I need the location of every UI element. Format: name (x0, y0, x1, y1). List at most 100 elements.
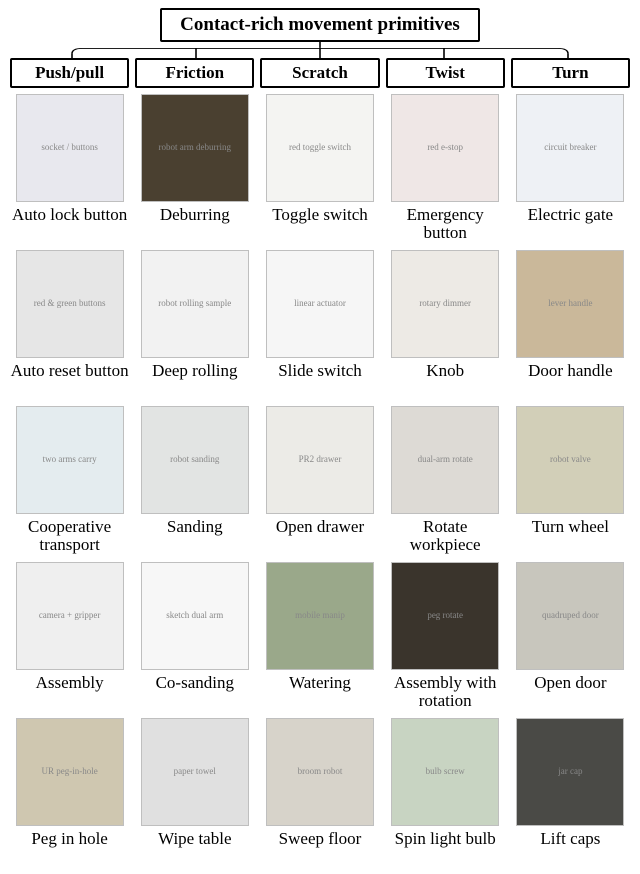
example-caption: Open drawer (276, 518, 364, 554)
root-title-box: Contact-rich movement primitives (160, 8, 480, 42)
example-thumb: robot valve (516, 406, 624, 514)
example-caption: Cooperative transport (10, 518, 129, 554)
example-cell: robot rolling sampleDeep rolling (135, 250, 254, 398)
example-caption: Peg in hole (31, 830, 108, 866)
example-cell: robot valve Turn wheel (511, 406, 630, 554)
thumb-placeholder-label: PR2 drawer (297, 453, 344, 467)
example-cell: camera + gripper Assembly (10, 562, 129, 710)
example-thumb: quadruped door (516, 562, 624, 670)
thumb-placeholder-label: dual-arm rotate (416, 453, 475, 467)
example-thumb: linear actuator (266, 250, 374, 358)
example-thumb: red & green buttons (16, 250, 124, 358)
example-caption: Electric gate (528, 206, 613, 242)
thumb-placeholder-label: robot rolling sample (156, 297, 233, 311)
example-caption: Toggle switch (272, 206, 368, 242)
figure-root: Contact-rich movement primitives Push/pu… (0, 0, 640, 874)
example-caption: Assembly (36, 674, 104, 710)
example-cell: red toggle switch Toggle switch (260, 94, 379, 242)
example-cell: bulb screw Spin light bulb (386, 718, 505, 866)
example-cell: quadruped door Open door (511, 562, 630, 710)
thumb-placeholder-label: lever handle (546, 297, 594, 311)
example-caption: Deburring (160, 206, 230, 242)
example-cell: rotary dimmer Knob (386, 250, 505, 398)
example-thumb: robot arm deburring (141, 94, 249, 202)
example-thumb: sketch dual arm (141, 562, 249, 670)
example-cell: sketch dual arm Co-sanding (135, 562, 254, 710)
thumb-placeholder-label: UR peg-in-hole (39, 765, 99, 779)
example-thumb: red e-stop (391, 94, 499, 202)
example-thumb: jar cap (516, 718, 624, 826)
example-thumb: two arms carry (16, 406, 124, 514)
example-cell: robot arm deburring Deburring (135, 94, 254, 242)
example-thumb: peg rotate (391, 562, 499, 670)
example-caption: Lift caps (540, 830, 600, 866)
example-cell: red & green buttons Auto reset button (10, 250, 129, 398)
example-caption: Assembly with rotation (386, 674, 505, 710)
thumb-placeholder-label: red e-stop (425, 141, 465, 155)
category-push-pull: Push/pull (10, 58, 129, 88)
example-caption: Auto lock button (12, 206, 127, 242)
example-caption: Sweep floor (279, 830, 362, 866)
thumb-placeholder-label: quadruped door (540, 609, 601, 623)
example-thumb: broom robot (266, 718, 374, 826)
thumb-placeholder-label: socket / buttons (39, 141, 100, 155)
example-caption: Turn wheel (532, 518, 609, 554)
thumb-placeholder-label: two arms carry (41, 453, 99, 467)
example-caption: Door handle (528, 362, 613, 398)
example-cell: peg rotate Assembly with rotation (386, 562, 505, 710)
thumb-placeholder-label: mobile manip (293, 609, 347, 623)
example-cell: broom robot Sweep floor (260, 718, 379, 866)
category-row: Push/pull Friction Scratch Twist Turn (10, 58, 630, 88)
example-caption: Watering (289, 674, 351, 710)
example-thumb: robot sanding (141, 406, 249, 514)
example-thumb: UR peg-in-hole (16, 718, 124, 826)
thumb-placeholder-label: red toggle switch (287, 141, 353, 155)
example-caption: Sanding (167, 518, 223, 554)
category-scratch: Scratch (260, 58, 379, 88)
thumb-placeholder-label: paper towel (172, 765, 218, 779)
example-thumb: PR2 drawer (266, 406, 374, 514)
category-twist: Twist (386, 58, 505, 88)
example-cell: socket / buttons Auto lock button (10, 94, 129, 242)
example-thumb: camera + gripper (16, 562, 124, 670)
example-thumb: circuit breaker (516, 94, 624, 202)
thumb-placeholder-label: peg rotate (425, 609, 465, 623)
example-cell: linear actuatorSlide switch (260, 250, 379, 398)
thumb-placeholder-label: rotary dimmer (417, 297, 473, 311)
thumb-placeholder-label: sketch dual arm (164, 609, 225, 623)
example-cell: red e-stop Emergency button (386, 94, 505, 242)
example-cell: circuit breaker Electric gate (511, 94, 630, 242)
example-cell: lever handle Door handle (511, 250, 630, 398)
thumb-placeholder-label: red & green buttons (32, 297, 108, 311)
connector-svg (10, 42, 630, 58)
thumb-placeholder-label: bulb screw (424, 765, 467, 779)
example-cell: two arms carry Cooperative transport (10, 406, 129, 554)
example-cell: UR peg-in-hole Peg in hole (10, 718, 129, 866)
example-thumb: socket / buttons (16, 94, 124, 202)
example-caption: Auto reset button (11, 362, 129, 398)
example-thumb: paper towel (141, 718, 249, 826)
thumb-placeholder-label: broom robot (296, 765, 345, 779)
example-cell: mobile manip Watering (260, 562, 379, 710)
example-caption: Spin light bulb (395, 830, 496, 866)
example-thumb: bulb screw (391, 718, 499, 826)
example-caption: Open door (534, 674, 606, 710)
example-caption: Knob (426, 362, 464, 398)
category-turn: Turn (511, 58, 630, 88)
example-cell: robot sanding Sanding (135, 406, 254, 554)
tree-connector (10, 42, 630, 58)
example-caption: Co-sanding (156, 674, 234, 710)
example-thumb: dual-arm rotate (391, 406, 499, 514)
thumb-placeholder-label: camera + gripper (37, 609, 103, 623)
thumb-placeholder-label: robot valve (548, 453, 593, 467)
thumb-placeholder-label: jar cap (556, 765, 584, 779)
thumb-placeholder-label: linear actuator (292, 297, 348, 311)
example-caption: Wipe table (158, 830, 231, 866)
example-thumb: rotary dimmer (391, 250, 499, 358)
example-caption: Emergency button (386, 206, 505, 242)
example-thumb: red toggle switch (266, 94, 374, 202)
example-thumb: mobile manip (266, 562, 374, 670)
example-thumb: robot rolling sample (141, 250, 249, 358)
thumb-placeholder-label: robot arm deburring (157, 141, 233, 155)
thumb-placeholder-label: robot sanding (168, 453, 221, 467)
